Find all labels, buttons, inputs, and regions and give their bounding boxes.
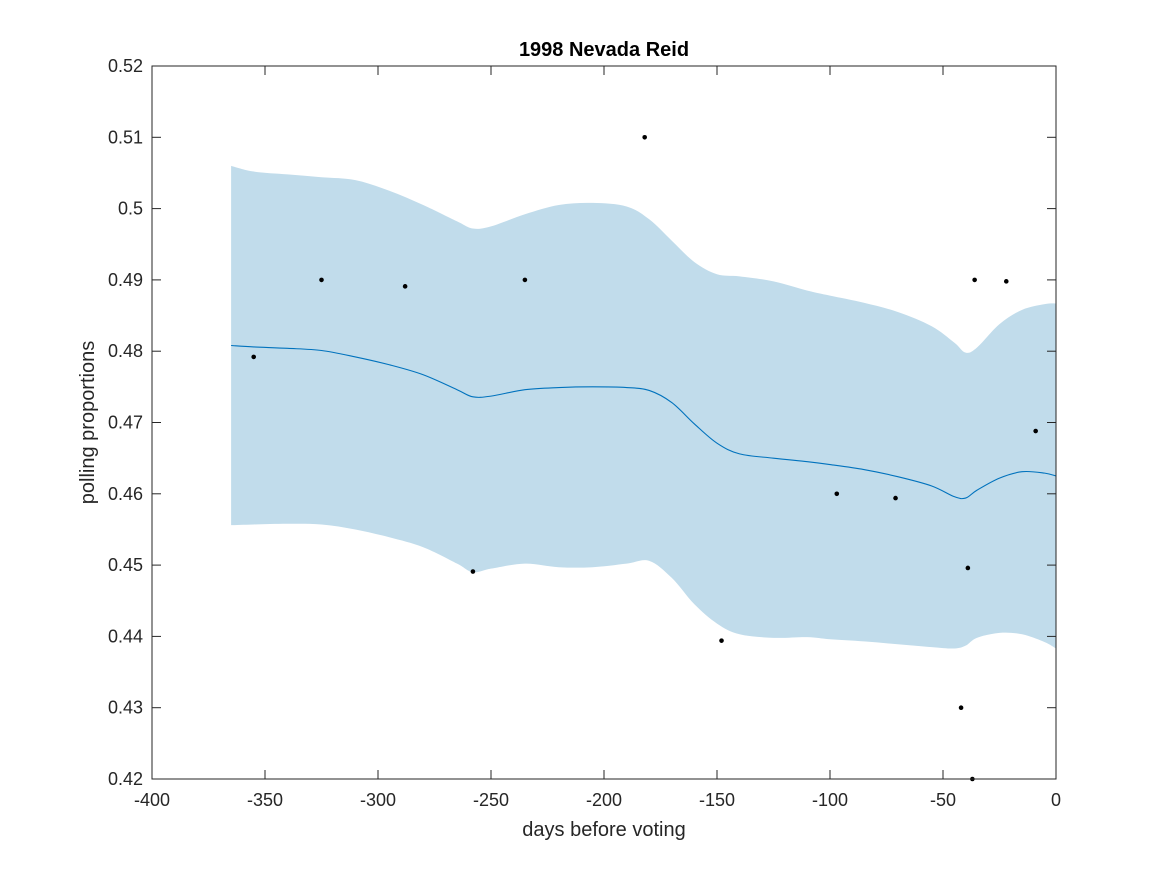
data-point bbox=[1003, 279, 1009, 284]
data-point bbox=[972, 277, 977, 283]
data-point bbox=[1033, 428, 1038, 434]
x-axis-label: days before voting bbox=[522, 819, 685, 841]
data-points-layer bbox=[251, 135, 1038, 782]
data-point bbox=[893, 495, 898, 501]
y-tick-label: 0.45 bbox=[108, 555, 143, 575]
y-tick-label: 0.42 bbox=[108, 769, 143, 789]
data-point bbox=[965, 565, 971, 571]
data-point bbox=[958, 705, 964, 710]
data-point bbox=[522, 277, 528, 283]
x-tick-label: -400 bbox=[134, 790, 170, 810]
y-axis-label: polling proportions bbox=[77, 341, 99, 504]
y-tick-label: 0.46 bbox=[108, 484, 143, 504]
mean-line-0 bbox=[231, 344, 1057, 500]
data-point bbox=[402, 284, 408, 289]
x-tick-label: -250 bbox=[473, 790, 509, 810]
x-tick-label: -50 bbox=[930, 790, 956, 810]
x-tick-label: -350 bbox=[247, 790, 283, 810]
data-point bbox=[319, 277, 324, 283]
confidence-band bbox=[231, 165, 1057, 649]
y-tick-label: 0.43 bbox=[108, 698, 143, 718]
x-tick-label: -300 bbox=[360, 790, 396, 810]
x-tick-label: 0 bbox=[1051, 790, 1061, 810]
data-point bbox=[834, 491, 840, 497]
y-tick-label: 0.52 bbox=[108, 56, 143, 76]
y-tick-label: 0.5 bbox=[118, 199, 143, 219]
x-tick-label: -100 bbox=[812, 790, 848, 810]
y-tick-label: 0.47 bbox=[108, 413, 143, 433]
data-point bbox=[470, 569, 476, 574]
data-point bbox=[642, 135, 647, 140]
chart-title: 1998 Nevada Reid bbox=[519, 39, 689, 61]
confidence-band-layer bbox=[231, 165, 1057, 649]
data-point bbox=[251, 354, 256, 360]
x-tick-label: -200 bbox=[586, 790, 622, 810]
x-tick-label: -150 bbox=[699, 790, 735, 810]
y-tick-label: 0.48 bbox=[108, 341, 143, 361]
y-tick-label: 0.51 bbox=[108, 127, 143, 147]
axes-layer: -400 -350 -300 -250 -200 -150 -100 -50 0 0.42 0.43… bbox=[108, 56, 1061, 810]
mean-line-layer bbox=[231, 344, 1057, 500]
data-point bbox=[719, 638, 724, 643]
y-tick-label: 0.49 bbox=[108, 270, 143, 290]
y-tick-label: 0.44 bbox=[108, 626, 143, 646]
